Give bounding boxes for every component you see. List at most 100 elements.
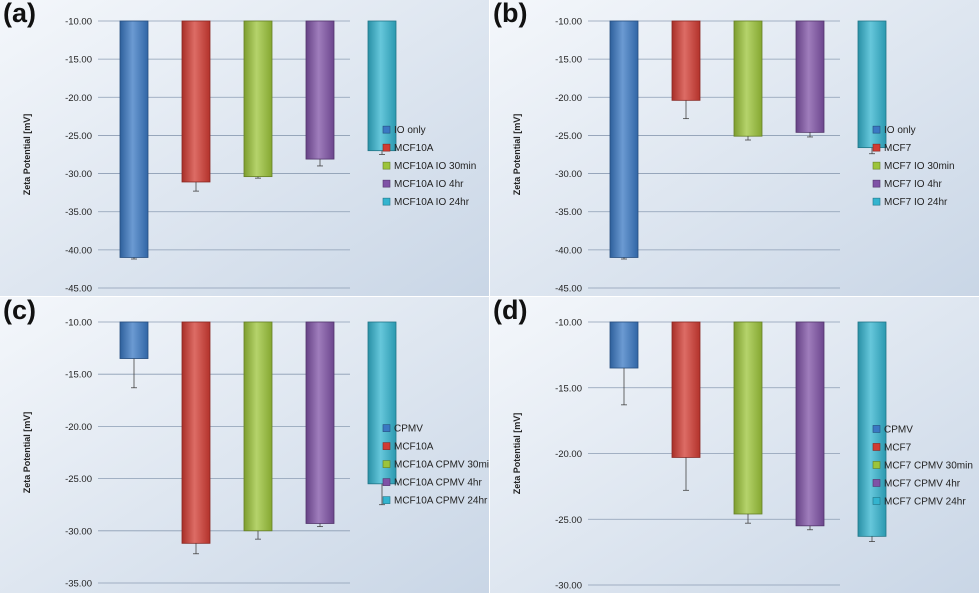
y-tick-label: -45.00 xyxy=(65,284,92,295)
y-tick-label: -15.00 xyxy=(65,55,92,66)
bar xyxy=(367,20,397,152)
y-tick-label: -15.00 xyxy=(555,55,582,66)
legend-swatch xyxy=(382,460,391,468)
panel-label: (c) xyxy=(3,297,36,325)
legend-entry: MCF7 xyxy=(884,143,912,154)
y-tick-label: -10.00 xyxy=(555,17,582,28)
legend-entry: MCF7 CPMV 30min xyxy=(884,460,973,471)
legend-entry: IO only xyxy=(394,125,426,136)
chart-svg-c: -10.00 -15.00 -20.00 -25.00 -30.00 -35.00 Zeta… xyxy=(0,297,489,593)
y-tick-label: -15.00 xyxy=(555,383,582,394)
legend-swatch xyxy=(872,143,881,152)
legend-swatch xyxy=(382,179,391,188)
legend-entry: MCF7 IO 4hr xyxy=(884,179,942,190)
legend-entry: MCF7 CPMV 4hr xyxy=(884,478,961,489)
legend-swatch xyxy=(382,424,391,432)
legend-entry: MCF10A IO 4hr xyxy=(394,179,464,190)
legend-swatch xyxy=(382,161,391,170)
legend-swatch xyxy=(382,478,391,486)
y-tick-label: -25.00 xyxy=(555,515,582,526)
bar xyxy=(367,321,397,485)
y-tick-label: -20.00 xyxy=(65,422,92,433)
legend-swatch xyxy=(382,442,391,450)
chart-panel-a: -10.00 -15.00 -20.00 -25.00 -30.00 -35.00 -40.… xyxy=(0,0,489,296)
y-tick-label: -30.00 xyxy=(555,581,582,592)
y-tick-label: -20.00 xyxy=(555,93,582,104)
bar xyxy=(671,321,701,458)
y-axis-label: Zeta Potential [mV] xyxy=(22,412,32,494)
bar xyxy=(795,20,825,133)
legend-swatch xyxy=(382,125,391,134)
y-tick-label: -30.00 xyxy=(65,169,92,180)
chart-panel-c: -10.00 -15.00 -20.00 -25.00 -30.00 -35.00 Zeta… xyxy=(0,297,489,593)
bar xyxy=(305,321,335,524)
legend-entry: CPMV xyxy=(394,424,423,435)
y-tick-label: -25.00 xyxy=(65,474,92,485)
legend-entry: MCF10A CPMV 24hr xyxy=(394,496,488,507)
panel-label: (b) xyxy=(493,0,528,28)
legend-swatch xyxy=(872,497,881,505)
y-axis-label: Zeta Potential [mV] xyxy=(512,114,522,196)
legend-swatch xyxy=(872,425,881,433)
bar xyxy=(733,321,763,515)
legend-swatch xyxy=(872,479,881,487)
bar xyxy=(181,321,211,544)
bar xyxy=(795,321,825,527)
y-axis-label: Zeta Potential [mV] xyxy=(512,413,522,495)
legend-entry: MCF7 CPMV 24hr xyxy=(884,496,966,507)
y-tick-label: -10.00 xyxy=(65,17,92,28)
y-tick-label: -35.00 xyxy=(555,207,582,218)
chart-svg-b: -10.00 -15.00 -20.00 -25.00 -30.00 -35.00 -40.… xyxy=(490,0,979,296)
legend-entry: MCF7 xyxy=(884,442,912,453)
y-tick-label: -25.00 xyxy=(65,131,92,142)
legend-entry: MCF10A IO 24hr xyxy=(394,197,470,208)
y-tick-label: -25.00 xyxy=(555,131,582,142)
chart-panel-b: -10.00 -15.00 -20.00 -25.00 -30.00 -35.00 -40.… xyxy=(490,0,979,296)
bar xyxy=(733,20,763,137)
y-tick-label: -10.00 xyxy=(555,318,582,329)
bar xyxy=(119,20,149,258)
legend-swatch xyxy=(872,161,881,170)
y-tick-label: -20.00 xyxy=(555,449,582,460)
legend-swatch xyxy=(382,496,391,504)
legend-swatch xyxy=(872,461,881,469)
chart-svg-a: -10.00 -15.00 -20.00 -25.00 -30.00 -35.00 -40.… xyxy=(0,0,489,296)
bar xyxy=(609,20,639,258)
chart-panel-d: -10.00 -15.00 -20.00 -25.00 -30.00 Zeta Poten… xyxy=(490,297,979,593)
legend-swatch xyxy=(872,179,881,188)
y-tick-label: -45.00 xyxy=(555,284,582,295)
bar xyxy=(243,321,273,532)
bar xyxy=(857,20,887,149)
legend-entry: MCF10A CPMV 4hr xyxy=(394,478,482,489)
legend-swatch xyxy=(382,197,391,206)
y-tick-label: -30.00 xyxy=(555,169,582,180)
chart-svg-d: -10.00 -15.00 -20.00 -25.00 -30.00 Zeta Poten… xyxy=(490,297,979,593)
bar xyxy=(181,20,211,183)
y-tick-label: -30.00 xyxy=(65,526,92,537)
y-tick-label: -40.00 xyxy=(555,245,582,256)
bar xyxy=(243,20,273,178)
legend-entry: IO only xyxy=(884,125,916,136)
legend-swatch xyxy=(872,443,881,451)
legend-entry: MCF7 IO 24hr xyxy=(884,197,948,208)
legend-entry: MCF7 IO 30min xyxy=(884,161,955,172)
y-tick-label: -10.00 xyxy=(65,318,92,329)
legend-entry: MCF10A CPMV 30min xyxy=(394,460,489,471)
y-tick-label: -15.00 xyxy=(65,370,92,381)
legend-entry: MCF10A IO 30min xyxy=(394,161,476,172)
bar xyxy=(305,20,335,160)
legend-swatch xyxy=(872,197,881,206)
y-tick-label: -35.00 xyxy=(65,207,92,218)
y-axis-label: Zeta Potential [mV] xyxy=(22,114,32,196)
bar xyxy=(609,321,639,369)
legend-swatch xyxy=(872,125,881,134)
legend-entry: MCF10A xyxy=(394,442,434,453)
legend-entry: MCF10A xyxy=(394,143,434,154)
panel-label: (a) xyxy=(3,0,36,28)
y-tick-label: -40.00 xyxy=(65,245,92,256)
legend-entry: CPMV xyxy=(884,424,913,435)
y-tick-label: -35.00 xyxy=(65,579,92,590)
bar xyxy=(857,321,887,537)
bar xyxy=(119,321,149,359)
legend-swatch xyxy=(382,143,391,152)
